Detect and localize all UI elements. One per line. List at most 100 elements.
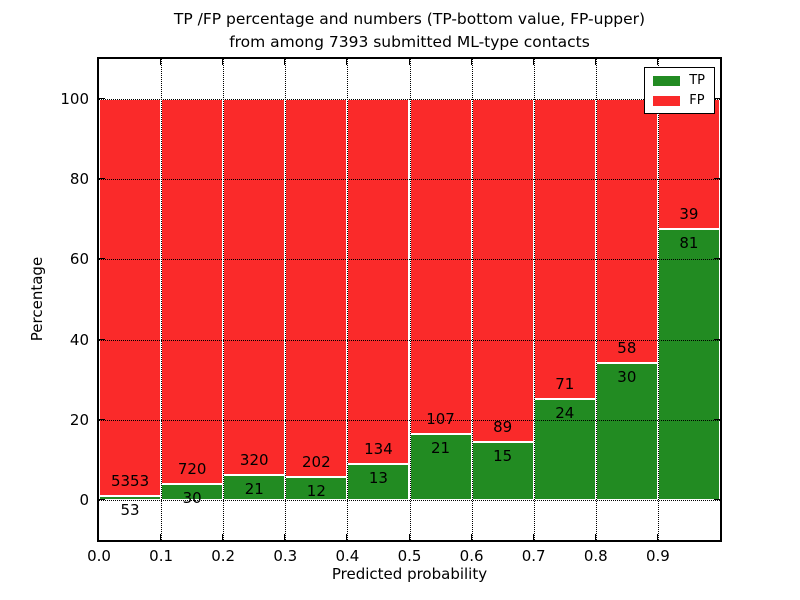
bar-segment-tp	[657, 229, 720, 500]
x-tick-top	[222, 59, 224, 65]
x-tick-top	[408, 59, 410, 65]
x-tick-bottom	[470, 534, 472, 540]
bar-segment-fp	[347, 99, 410, 465]
chart-title-line1: TP /FP percentage and numbers (TP-bottom…	[173, 10, 646, 28]
x-tick-label: 0.6	[459, 547, 484, 565]
y-tick-label: 20	[69, 410, 89, 429]
y-tick-right	[714, 258, 720, 260]
bar-segment-fp	[595, 99, 658, 364]
plot-area: 0.0 0.1 0.2 0.3 0.4 0.5 0.6 0.7 0.8 0.9 0 20 40 60 80 1…	[60, 57, 722, 565]
x-tick-label: 0.5	[397, 547, 422, 565]
y-tick-right	[714, 418, 720, 420]
legend-label-fp: FP	[689, 93, 705, 108]
x-tick-top	[284, 59, 286, 65]
fp-count-label: 320	[239, 451, 269, 470]
tp-count-label: 81	[679, 234, 699, 253]
x-gridline	[223, 59, 225, 540]
tp-count-label: 13	[368, 469, 388, 488]
x-tick-top	[160, 59, 162, 65]
chart-title: TP /FP percentage and numbers (TP-bottom…	[97, 8, 722, 54]
x-gridline	[285, 59, 287, 540]
x-tick-label: 0.7	[521, 547, 546, 565]
x-tick-top	[656, 59, 658, 65]
bar-segment-tp	[99, 495, 162, 500]
bar-segment-tp	[409, 434, 472, 500]
x-tick-label: 0.2	[211, 547, 236, 565]
fp-count-label: 107	[426, 410, 455, 429]
bar-segment-tp	[595, 363, 658, 500]
y-tick-label: 40	[69, 330, 89, 349]
x-tick-bottom	[594, 534, 596, 540]
y-tick-right	[714, 178, 720, 180]
x-tick-label: 0.8	[583, 547, 608, 565]
bar-segment-fp	[161, 99, 224, 484]
x-tick-top	[346, 59, 348, 65]
x-tick-bottom	[408, 534, 410, 540]
y-tick-left	[99, 178, 105, 180]
fp-count-label: 71	[555, 374, 575, 393]
x-gridline	[533, 59, 535, 540]
y-tick-right	[714, 98, 720, 100]
bar-segment-tp	[223, 475, 286, 500]
x-tick-top	[594, 59, 596, 65]
tp-count-label: 30	[617, 368, 637, 387]
fp-count-label: 202	[302, 453, 331, 472]
x-tick-bottom	[346, 534, 348, 540]
legend-entry-tp: TP	[653, 74, 705, 87]
y-tick-right	[714, 338, 720, 340]
fp-count-label: 720	[177, 459, 207, 478]
legend-label-tp: TP	[689, 73, 705, 88]
bar-segment-fp	[99, 99, 162, 496]
fp-count-label: 89	[493, 418, 513, 437]
y-tick-left	[99, 418, 105, 420]
x-tick-label: 0.3	[273, 547, 298, 565]
fp-count-label: 39	[679, 205, 699, 224]
x-tick-label: 0.4	[335, 547, 360, 565]
y-tick-right	[714, 498, 720, 500]
bar-segment-fp	[471, 99, 534, 443]
chart-title-line2: from among 7393 submitted ML-type contac…	[229, 33, 590, 51]
x-tick-bottom	[656, 534, 658, 540]
bar-segment-fp	[409, 99, 472, 435]
bar-segment-fp	[223, 99, 286, 476]
x-tick-label: 0.1	[149, 547, 174, 565]
x-gridline	[657, 59, 659, 540]
x-gridline	[161, 59, 163, 540]
x-tick-top	[470, 59, 472, 65]
bar-segment-fp	[533, 99, 596, 399]
x-tick-label: 0.0	[87, 547, 111, 565]
y-tick-label: 60	[69, 250, 89, 269]
fp-swatch-icon	[653, 95, 681, 106]
x-gridline	[409, 59, 411, 540]
x-gridline	[471, 59, 473, 540]
tp-count-label: 21	[431, 439, 451, 458]
tp-swatch-icon	[653, 75, 681, 86]
fp-count-label: 58	[617, 339, 637, 358]
tp-count-label: 24	[555, 403, 575, 422]
y-tick-label: 80	[69, 170, 89, 189]
y-tick-left	[99, 498, 105, 500]
fp-count-label: 5353	[110, 471, 150, 490]
x-gridline	[347, 59, 349, 540]
legend-entry-fp: FP	[653, 94, 705, 107]
x-tick-bottom	[284, 534, 286, 540]
tp-count-label: 53	[120, 500, 140, 519]
y-tick-label: 100	[60, 90, 89, 109]
y-tick-left	[99, 258, 105, 260]
y-tick-left	[99, 338, 105, 340]
tp-count-label: 15	[493, 447, 513, 466]
x-gridline	[595, 59, 597, 540]
x-tick-bottom	[222, 534, 224, 540]
legend: TP FP	[644, 67, 715, 114]
x-tick-bottom	[160, 534, 162, 540]
x-tick-label: 0.9	[645, 547, 670, 565]
fp-count-label: 134	[364, 440, 393, 459]
x-tick-top	[532, 59, 534, 65]
tp-count-label: 12	[306, 482, 326, 501]
x-axis-label: Predicted probability	[331, 565, 488, 583]
tp-count-label: 30	[182, 488, 202, 507]
y-tick-label: 0	[79, 490, 89, 509]
tp-count-label: 21	[244, 480, 264, 499]
y-tick-left	[99, 98, 105, 100]
